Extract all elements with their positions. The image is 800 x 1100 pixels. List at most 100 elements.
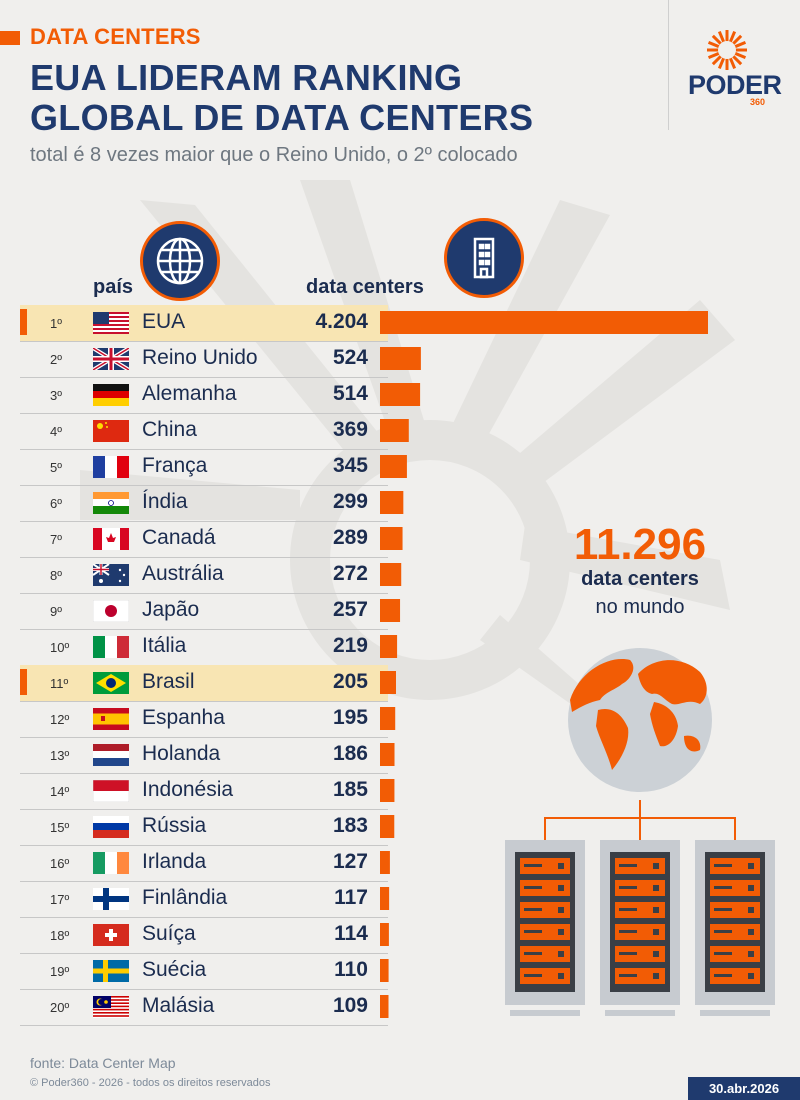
flag-gb-icon: [93, 348, 129, 370]
value-label: 514: [332, 382, 368, 405]
source-note: fonte: Data Center Map: [30, 1055, 176, 1071]
value-label: 185: [332, 778, 368, 801]
value-label: 195: [332, 706, 368, 729]
flag-fi-icon: [93, 888, 129, 910]
rank-label: 15º: [50, 820, 70, 835]
country-name: Índia: [142, 490, 188, 513]
value-label: 110: [334, 958, 368, 981]
earth-icon: [568, 648, 712, 792]
rank-label: 5º: [50, 460, 62, 475]
page-title: EUA LIDERAM RANKING GLOBAL DE DATA CENTE…: [30, 58, 533, 138]
rank-label: 12º: [50, 712, 70, 727]
bar-au: [380, 563, 402, 586]
flag-cn-icon: [93, 420, 129, 442]
rank-label: 18º: [50, 928, 70, 943]
bar-se: [380, 959, 389, 982]
value-label: 369: [332, 418, 368, 441]
bar-ch: [380, 923, 389, 946]
value-label: 117: [334, 886, 368, 909]
country-name: Espanha: [142, 706, 225, 729]
logo-sun-icon: [707, 30, 747, 70]
bar-es: [380, 707, 396, 730]
country-name: EUA: [142, 310, 186, 333]
table-row: 7º Canadá 289: [20, 521, 388, 558]
publish-date: 30.abr.2026: [688, 1077, 800, 1100]
rank-label: 1º: [50, 316, 62, 331]
value-label: 205: [332, 670, 368, 693]
flag-it-icon: [93, 636, 129, 658]
table-row: 5º França 345: [20, 449, 388, 486]
kicker-bar: [0, 31, 20, 45]
rank-label: 17º: [50, 892, 70, 907]
building-icon: [473, 237, 495, 279]
value-label: 272: [332, 562, 368, 585]
rank-label: 20º: [50, 1000, 70, 1015]
country-name: Alemanha: [142, 382, 237, 405]
rank-label: 16º: [50, 856, 70, 871]
table-row: 3º Alemanha 514: [20, 377, 388, 414]
bar-gb: [380, 347, 421, 370]
bar-fr: [380, 455, 407, 478]
page-subtitle: total é 8 vezes maior que o Reino Unido,…: [30, 144, 518, 166]
bar-fi: [380, 887, 390, 910]
rank-label: 3º: [50, 388, 62, 403]
column-header-value: data centers: [306, 276, 424, 298]
bar-ru: [380, 815, 395, 838]
bar-ie: [380, 851, 390, 874]
rank-label: 19º: [50, 964, 70, 979]
rank-label: 4º: [50, 424, 62, 439]
table-row: 12º Espanha 195: [20, 701, 388, 738]
table-row: 9º Japão 257: [20, 593, 388, 630]
logo[interactable]: PODER: [688, 70, 782, 100]
table-row: 15º Rússia 183: [20, 809, 388, 846]
highlight-marker: [20, 309, 27, 335]
rank-label: 8º: [50, 568, 62, 583]
bar-in: [380, 491, 404, 514]
rank-label: 9º: [50, 604, 62, 619]
country-name: Irlanda: [142, 850, 207, 873]
flag-es-icon: [93, 708, 129, 730]
bar-br: [380, 671, 396, 694]
flag-ie-icon: [93, 852, 129, 874]
bar-it: [380, 635, 398, 658]
table-row: 4º China 369: [20, 413, 388, 450]
rank-label: 7º: [50, 532, 62, 547]
value-label: 4.204: [315, 310, 368, 333]
value-label: 524: [332, 346, 368, 369]
country-name: Rússia: [142, 814, 207, 837]
rank-label: 11º: [50, 676, 69, 691]
bar-nl: [380, 743, 395, 766]
server-rack-icon: [505, 800, 775, 1016]
bar-cn: [380, 419, 409, 442]
total-label-2: no mundo: [595, 596, 685, 618]
value-label: 109: [332, 994, 368, 1017]
country-name: Austrália: [142, 562, 224, 585]
table-row: 1º EUA 4.204: [20, 305, 388, 342]
header-divider: [668, 0, 669, 130]
country-name: Holanda: [142, 742, 221, 765]
flag-au-icon: [93, 564, 129, 586]
bar-de: [380, 383, 421, 406]
table-row: 17º Finlândia 117: [20, 881, 388, 918]
table-row: 13º Holanda 186: [20, 737, 388, 774]
flag-nl-icon: [93, 744, 129, 766]
country-name: Suécia: [142, 958, 207, 981]
flag-my-icon: [93, 996, 129, 1018]
country-name: Itália: [142, 634, 187, 657]
flag-us-icon: [93, 312, 129, 334]
country-name: França: [142, 454, 208, 477]
country-name: Finlândia: [142, 886, 228, 909]
country-name: Japão: [142, 598, 200, 621]
title-line-1: EUA LIDERAM RANKING: [30, 57, 463, 98]
table-row: 8º Austrália 272: [20, 557, 388, 594]
value-label: 186: [332, 742, 368, 765]
value-label: 127: [332, 850, 368, 873]
rank-label: 13º: [50, 748, 70, 763]
value-label: 183: [332, 814, 368, 837]
bar-us: [380, 311, 708, 334]
highlight-marker: [20, 669, 27, 695]
globe-icon: [156, 237, 204, 285]
flag-id-icon: [93, 780, 129, 802]
rank-label: 10º: [50, 640, 70, 655]
